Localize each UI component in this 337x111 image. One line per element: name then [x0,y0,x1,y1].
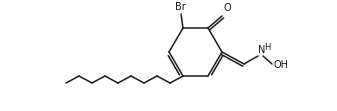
Text: H: H [264,43,270,52]
Text: OH: OH [273,60,288,70]
Text: N: N [258,45,265,55]
Text: O: O [224,3,232,13]
Text: Br: Br [175,2,185,12]
